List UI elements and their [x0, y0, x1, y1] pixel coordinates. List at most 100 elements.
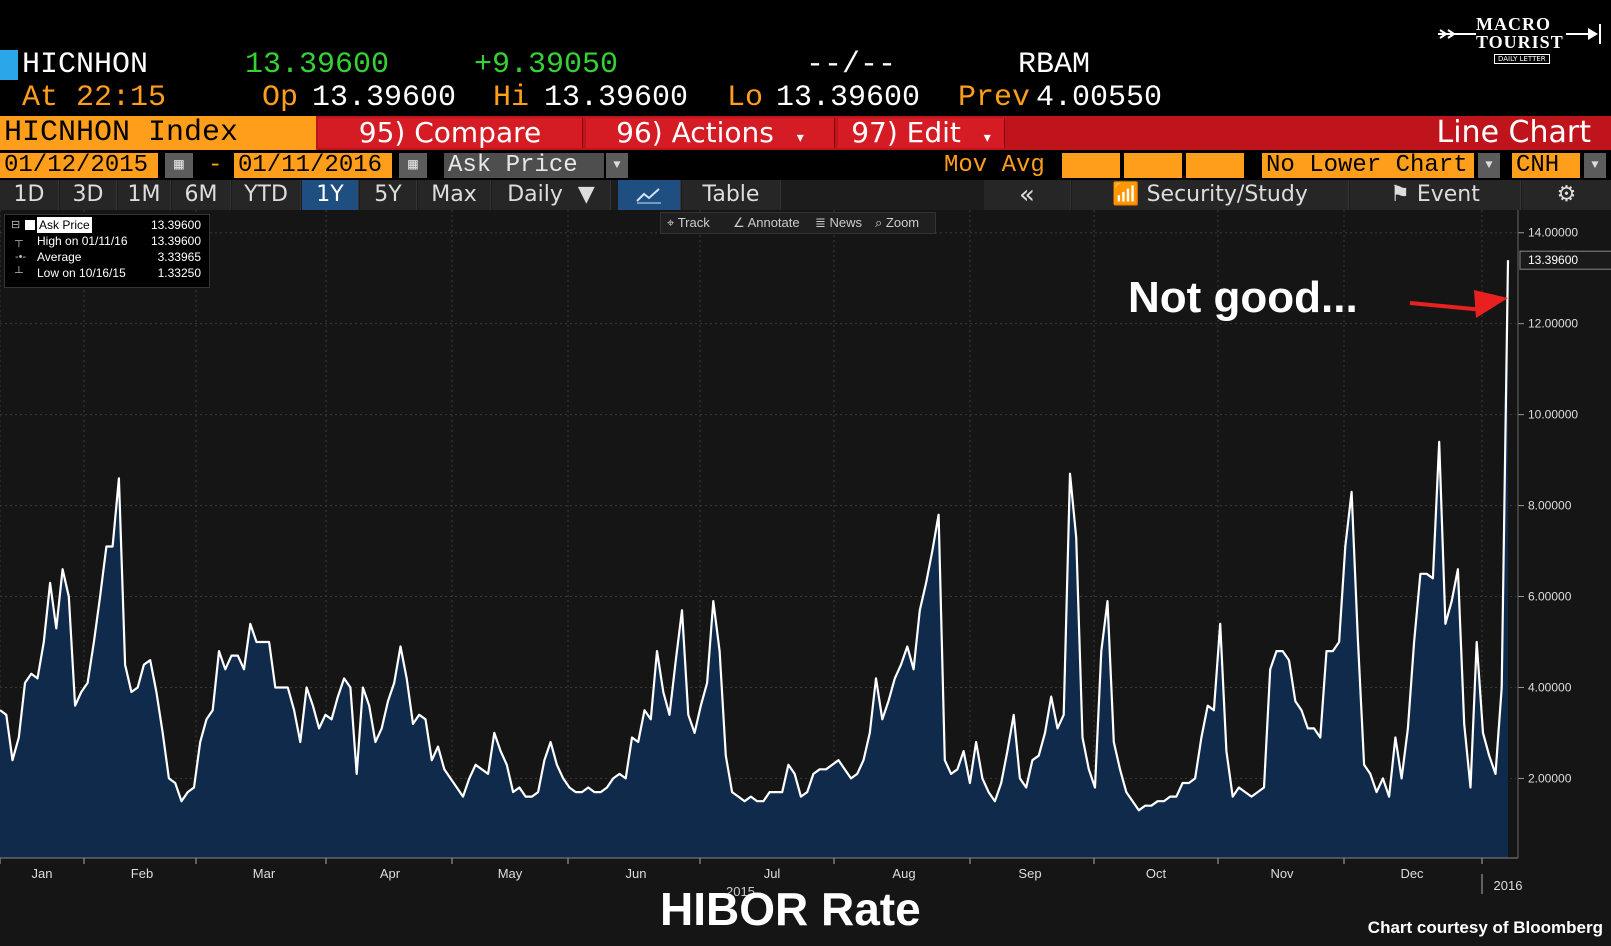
compare-button[interactable]: 95) Compare: [318, 118, 583, 148]
period-button-ytd[interactable]: YTD: [232, 180, 301, 210]
caret-down-icon: ▾: [796, 130, 804, 146]
x-axis: Jan Feb Mar Apr May Jun Jul Aug Sep Oct Nov Dec 2016: [0, 857, 1523, 894]
calendar-icon[interactable]: ▦: [399, 153, 427, 178]
security-study-button[interactable]: 📶 Security/Study: [1072, 180, 1349, 210]
period-button-6m[interactable]: 6M: [172, 180, 231, 210]
actions-label: 96) Actions: [616, 116, 774, 149]
mov-avg-field-2[interactable]: [1124, 153, 1182, 178]
chart-annotation: Not good...: [1128, 273, 1358, 322]
legend-low-name: Low on 10/16/15: [37, 266, 126, 280]
legend-ask-value: 13.39600: [150, 218, 201, 232]
last-value-label: 13.39600: [1528, 253, 1578, 267]
x-tick-label: May: [498, 866, 523, 881]
chart-mini-toolbar: ⌖ Track ∠ Annotate ≣ News ⌕ Zoom: [660, 212, 936, 234]
end-date-field[interactable]: 01/11/2016: [234, 153, 392, 178]
average-marker-icon: -•-: [15, 251, 27, 263]
zoom-button[interactable]: ⌕ Zoom: [875, 215, 920, 230]
crosshair-icon: ⌖: [667, 215, 675, 230]
period-button-1m[interactable]: 1M: [118, 180, 171, 210]
low-marker-icon: ┴: [15, 267, 23, 279]
x-tick-label: Jun: [626, 866, 647, 881]
y-tick-label: 12.00000: [1528, 317, 1578, 331]
caret-down-icon: ▾: [983, 130, 991, 146]
start-date-field[interactable]: 01/12/2015: [0, 153, 158, 178]
x-tick-label: 2016: [1494, 878, 1523, 893]
event-button[interactable]: ⚑ Event: [1350, 180, 1521, 210]
gear-icon[interactable]: ⚙: [1522, 180, 1611, 210]
open-label: Op: [262, 81, 299, 115]
price-chart[interactable]: 2.00000 4.00000 6.00000 8.00000 10.00000 12.0…: [0, 210, 1611, 946]
calendar-icon[interactable]: ▦: [165, 153, 193, 178]
magnifier-icon: ⌕: [875, 215, 883, 230]
x-tick-label: Nov: [1270, 866, 1294, 881]
event-label: Event: [1416, 182, 1480, 207]
period-button-1y[interactable]: 1Y: [302, 180, 359, 210]
low-value: 13.39600: [776, 81, 921, 115]
security-field[interactable]: HICNHON Index: [0, 116, 316, 150]
macro-tourist-logo: MACRO TOURIST DAILY LETTER: [1438, 14, 1608, 64]
quote-row-2: At 22:15 Op 13.39600 Hi 13.39600 Lo 13.3…: [0, 81, 1611, 115]
chart-area[interactable]: 2.00000 4.00000 6.00000 8.00000 10.00000 12.0…: [0, 210, 1611, 946]
mov-avg-field-3[interactable]: [1186, 153, 1244, 178]
flag-icon: ⚑: [1390, 182, 1410, 207]
chart-caption-title: HIBOR Rate: [660, 883, 921, 935]
high-value: 13.39600: [544, 81, 689, 115]
x-tick-label: Jul: [764, 866, 781, 881]
mov-avg-label: Mov Avg: [944, 152, 1045, 179]
line-chart-icon: [636, 188, 661, 204]
legend-ask-name: Ask Price: [37, 217, 92, 233]
logo-line-2: TOURIST: [1476, 32, 1564, 52]
x-tick-label: Apr: [380, 866, 401, 881]
pencil-icon: ∠: [733, 215, 745, 230]
period-button-3d[interactable]: 3D: [60, 180, 117, 210]
y-tick-label: 8.00000: [1528, 499, 1572, 513]
bid-ask: --/--: [806, 48, 897, 82]
chart-toolbar: HICNHON Index 95) Compare 96) Actions ▾ …: [0, 116, 1611, 150]
line-chart-button[interactable]: [618, 180, 681, 210]
chevron-down-icon[interactable]: ▼: [1584, 153, 1606, 178]
edit-menu[interactable]: 97) Edit ▾: [838, 118, 1005, 148]
legend-row-average[interactable]: -•- Average 3.33965: [5, 249, 209, 265]
frequency-select[interactable]: Daily ▼: [492, 180, 611, 210]
currency-select[interactable]: CNH: [1512, 153, 1580, 178]
legend-row-ask[interactable]: ⊟ Ask Price 13.39600: [11, 217, 201, 233]
annotate-button[interactable]: ∠ Annotate: [733, 215, 800, 230]
y-tick-label: 14.00000: [1528, 226, 1578, 240]
edit-label: 97) Edit: [851, 116, 961, 149]
track-button[interactable]: ⌖ Track: [667, 215, 710, 230]
open-value: 13.39600: [312, 81, 457, 115]
y-tick-label: 2.00000: [1528, 771, 1572, 785]
chart-type-label: Line Chart: [1436, 115, 1592, 150]
period-button-max[interactable]: Max: [418, 180, 491, 210]
chart-credit: Chart courtesy of Bloomberg: [1367, 918, 1603, 937]
table-button[interactable]: Table: [682, 180, 781, 210]
quote-time: 22:15: [76, 81, 167, 115]
legend-row-high[interactable]: ┬ High on 01/11/16 13.39600: [5, 233, 209, 249]
caret-down-icon: ▼: [577, 182, 595, 207]
collapse-icon[interactable]: «: [984, 180, 1071, 210]
price-field-select[interactable]: Ask Price: [444, 153, 604, 178]
prev-value: 4.00550: [1036, 81, 1163, 115]
period-button-5y[interactable]: 5Y: [360, 180, 417, 210]
high-marker-icon: ┬: [15, 235, 23, 247]
lower-chart-select[interactable]: No Lower Chart: [1262, 153, 1474, 178]
prev-label: Prev: [958, 81, 1031, 115]
chart-legend: ⊟ Ask Price 13.39600 ┬ High on 01/11/16 …: [4, 214, 210, 288]
y-tick-label: 10.00000: [1528, 408, 1578, 422]
security-marker: [0, 50, 18, 80]
news-button[interactable]: ≣ News: [815, 215, 863, 230]
chevron-down-icon[interactable]: ▼: [1478, 153, 1500, 178]
chevron-down-icon[interactable]: ▼: [606, 153, 628, 178]
ticker[interactable]: HICNHON: [22, 48, 149, 82]
legend-row-low[interactable]: ┴ Low on 10/16/15 1.33250: [5, 265, 209, 281]
legend-high-value: 13.39600: [150, 234, 201, 248]
actions-menu[interactable]: 96) Actions ▾: [586, 118, 835, 148]
y-tick-label: 4.00000: [1528, 680, 1572, 694]
x-tick-label: Dec: [1400, 866, 1424, 881]
legend-average-value: 3.33965: [157, 250, 201, 264]
mov-avg-field-1[interactable]: [1062, 153, 1120, 178]
period-button-1d[interactable]: 1D: [0, 180, 59, 210]
x-tick-label: Jan: [32, 866, 53, 881]
date-separator: -: [208, 152, 223, 179]
at-label: At: [22, 81, 59, 115]
